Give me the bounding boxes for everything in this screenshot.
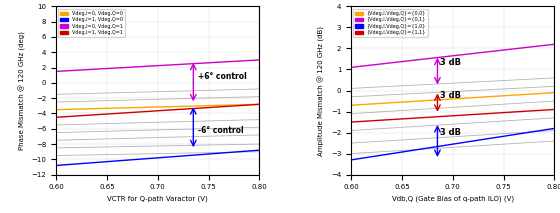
Y-axis label: Phase Mismatch @ 120 GHz (deg): Phase Mismatch @ 120 GHz (deg) <box>18 31 26 150</box>
Text: 3 dB: 3 dB <box>441 58 461 67</box>
Text: 3 dB: 3 dB <box>441 91 461 100</box>
Text: +6° control: +6° control <box>198 72 247 81</box>
Text: -6° control: -6° control <box>198 126 244 135</box>
X-axis label: Vdb,Q (Gate Bias of q-path ILO) (V): Vdb,Q (Gate Bias of q-path ILO) (V) <box>391 196 514 202</box>
Text: 3 dB: 3 dB <box>441 128 461 137</box>
Legend: {Vdeg,I,Vdeg,Q}={0,0}, {Vdeg,I,Vdeg,Q}={0,1}, {Vdeg,I,Vdeg,Q}={1,0}, {Vdeg,I,Vde: {Vdeg,I,Vdeg,Q}={0,0}, {Vdeg,I,Vdeg,Q}={… <box>353 9 428 37</box>
Y-axis label: Amplitude Mismatch @ 120 GHz (dB): Amplitude Mismatch @ 120 GHz (dB) <box>318 26 325 155</box>
X-axis label: VCTR for Q-path Varactor (V): VCTR for Q-path Varactor (V) <box>108 196 208 202</box>
Legend: Vdeg,I=0, Vdeg,Q=0, Vdeg,I=1, Vdeg,Q=0, Vdeg,I=0, Vdeg,Q=1, Vdeg,I=1, Vdeg,Q=1: Vdeg,I=0, Vdeg,Q=0, Vdeg,I=1, Vdeg,Q=0, … <box>58 9 124 37</box>
